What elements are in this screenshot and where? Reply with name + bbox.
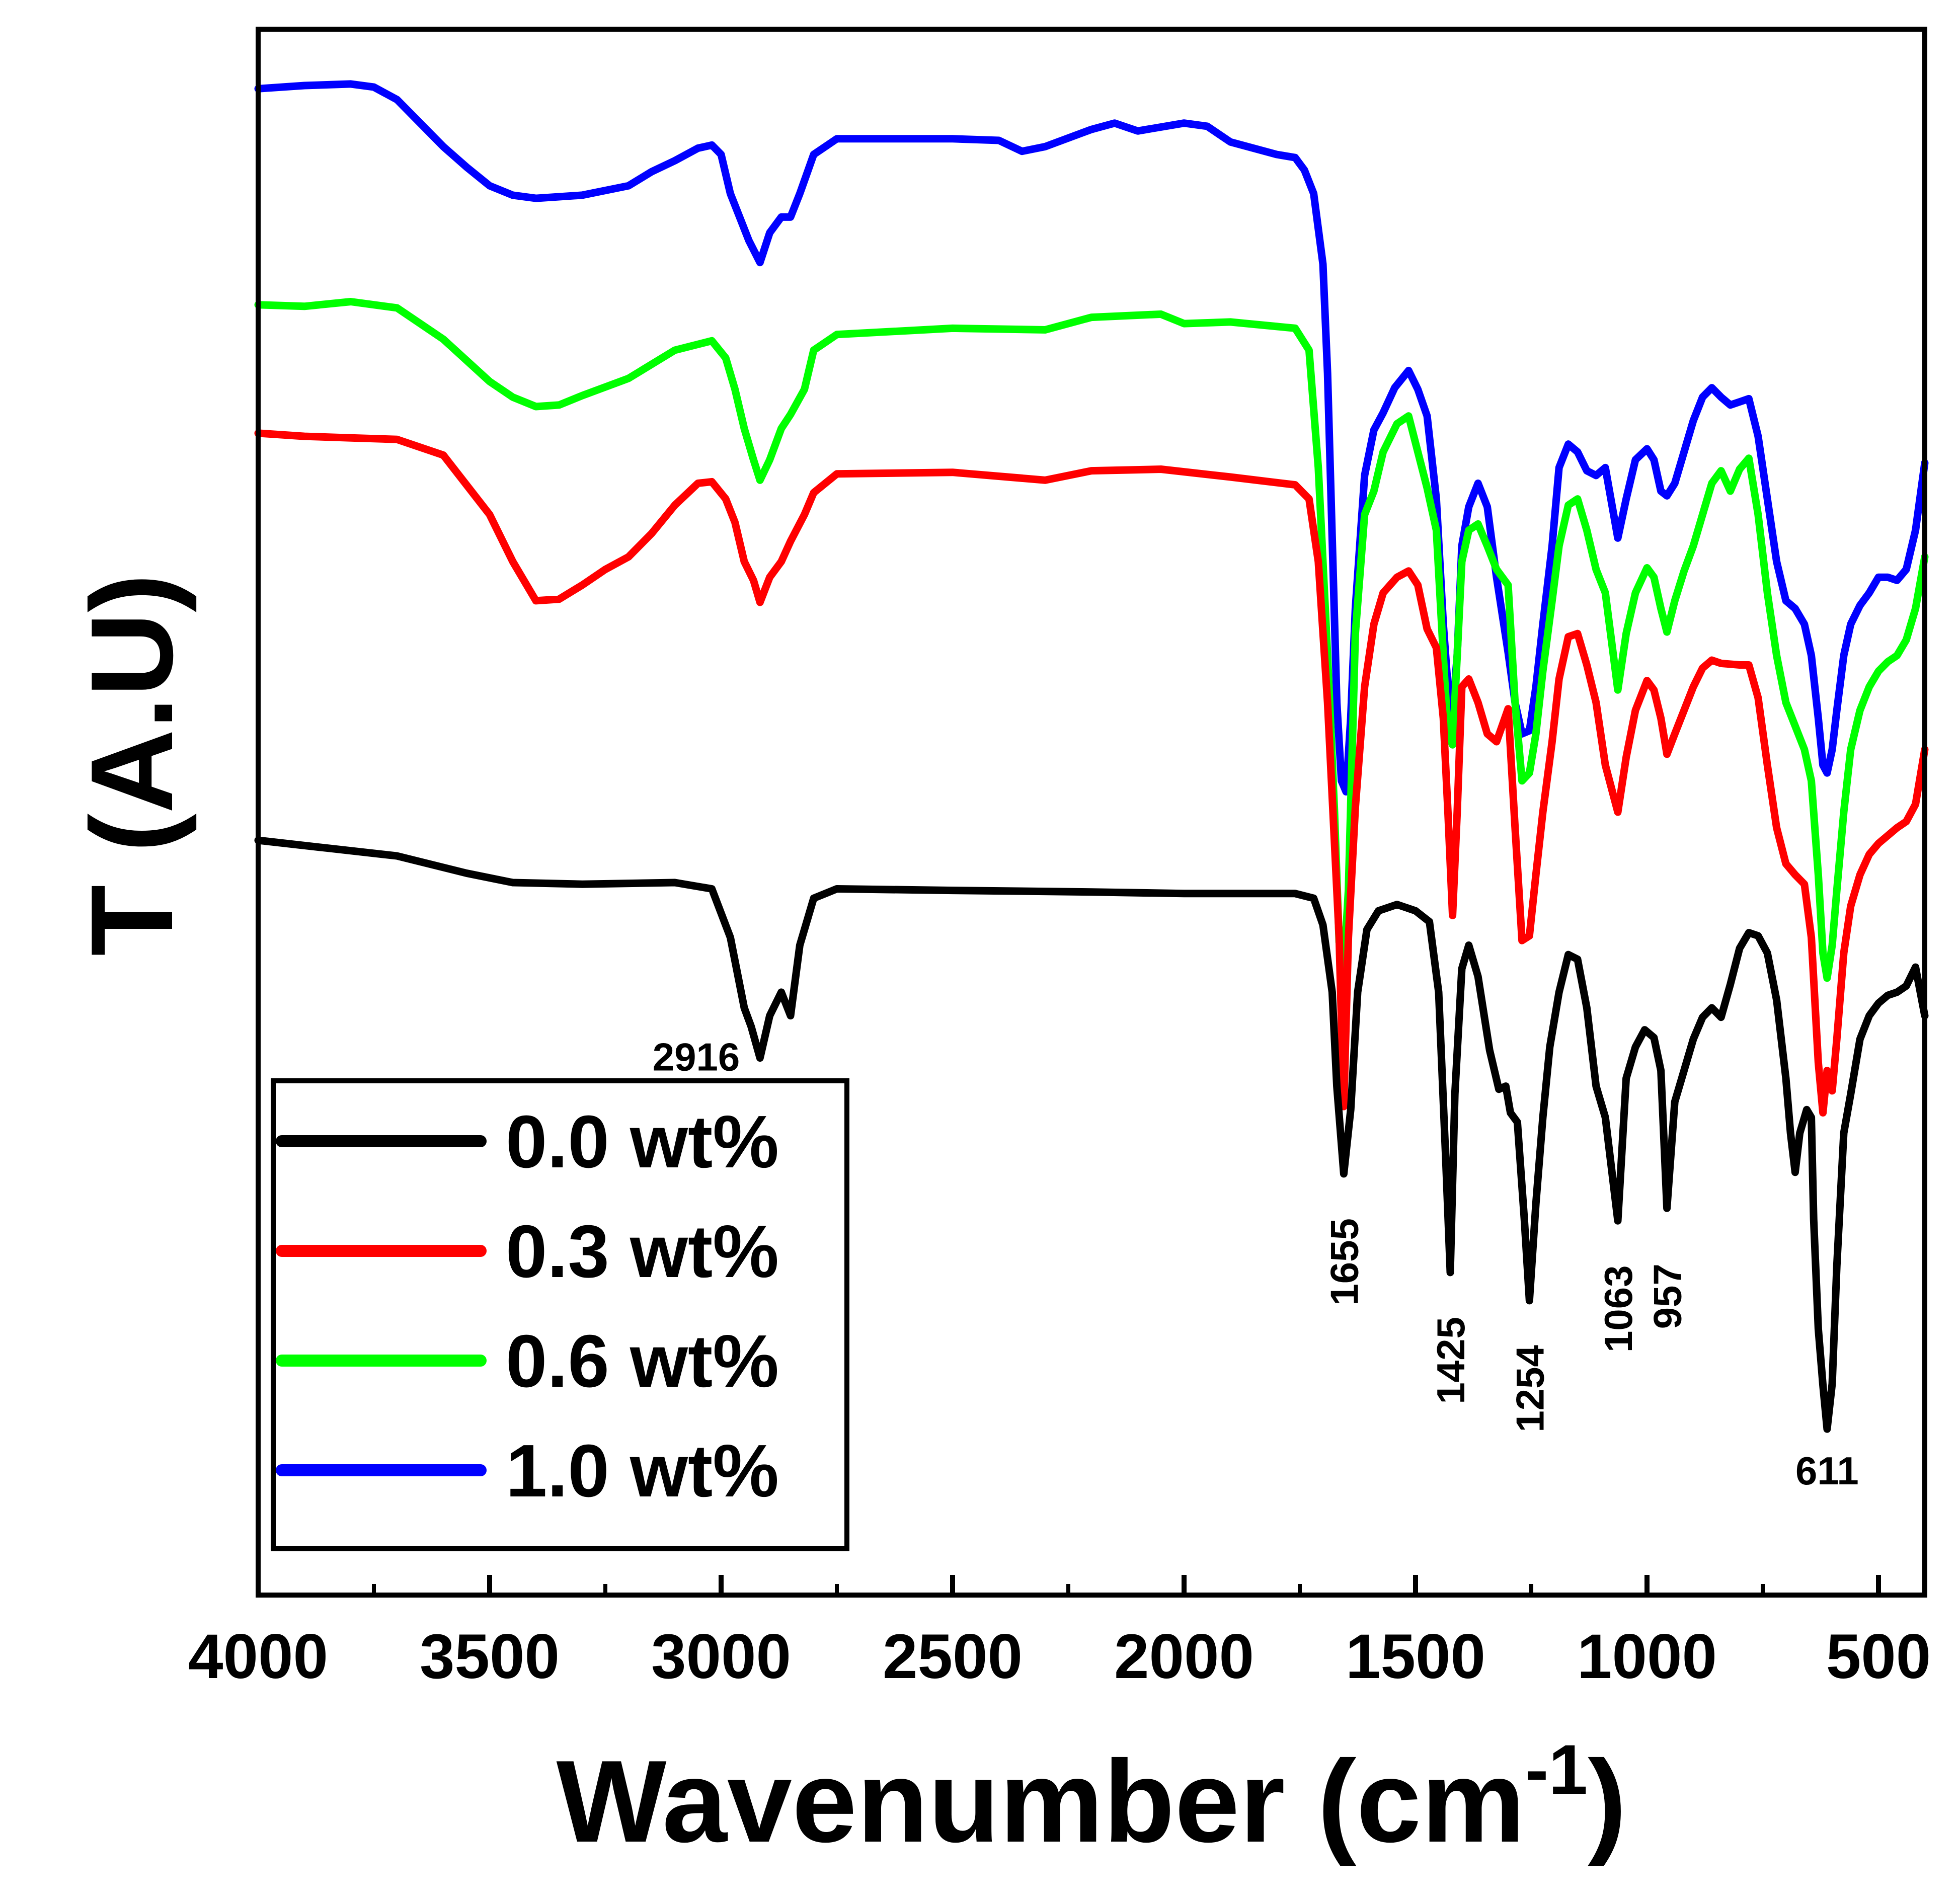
x-tick-label: 2500 (883, 1622, 1023, 1692)
series-layer (254, 80, 1929, 1433)
x-tick-label: 2000 (1114, 1622, 1254, 1692)
x-axis-title-suffix: ) (1588, 1736, 1626, 1867)
legend-label-0-6-wt: 0.6 wt% (506, 1320, 779, 1403)
series-line-0-0-wt (254, 836, 1929, 1433)
peak-label-1425: 1425 (1429, 1317, 1473, 1404)
peak-annotations: 2916 1655 1425 1254 1063 957 611 (653, 1035, 1859, 1493)
x-axis: 4000 3500 3000 2500 2000 1500 1000 500 (188, 1575, 1931, 1692)
x-tick-label: 500 (1826, 1622, 1931, 1692)
peak-label-1063: 1063 (1596, 1265, 1640, 1353)
legend-label-0-3-wt: 0.3 wt% (506, 1210, 779, 1293)
x-axis-title: Wavenumber (cm-1) (557, 1730, 1627, 1867)
legend-label-1-0-wt: 1.0 wt% (506, 1430, 779, 1513)
legend: 0.0 wt% 0.3 wt% 0.6 wt% 1.0 wt% (271, 1078, 849, 1551)
x-axis-title-main: Wavenumber (cm (557, 1736, 1525, 1867)
legend-label-0-0-wt: 0.0 wt% (506, 1100, 779, 1183)
peak-label-2916: 2916 (653, 1035, 740, 1079)
peak-label-1655: 1655 (1322, 1218, 1366, 1306)
series-line-0-6-wt (254, 298, 1929, 982)
x-tick-label: 1500 (1346, 1622, 1485, 1692)
y-axis-title: T (A.U) (67, 574, 197, 956)
peak-label-957: 957 (1645, 1263, 1690, 1329)
peak-label-1254: 1254 (1508, 1345, 1552, 1433)
x-tick-label: 4000 (188, 1622, 328, 1692)
x-tick-label: 3500 (420, 1622, 560, 1692)
x-tick-label: 3000 (651, 1622, 791, 1692)
peak-label-611: 611 (1795, 1449, 1859, 1493)
x-axis-title-superscript: -1 (1525, 1730, 1588, 1809)
series-line-0-3-wt (254, 429, 1929, 1117)
plot-frame (256, 27, 1927, 1598)
x-tick-label: 1000 (1577, 1622, 1717, 1692)
